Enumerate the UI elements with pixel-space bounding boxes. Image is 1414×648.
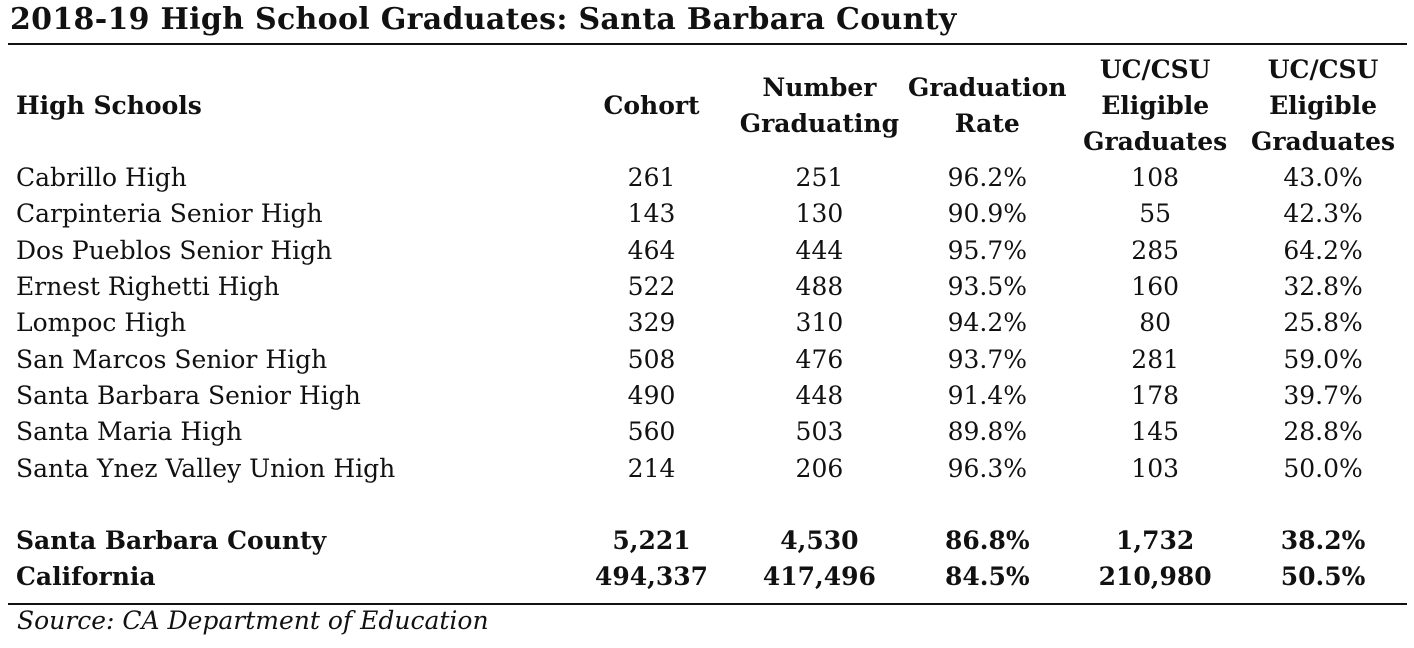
- table-row: Dos Pueblos Senior High 464 444 95.7% 285 64.…: [8, 233, 1407, 269]
- uc-csu-eligible-cell: 178: [1131, 380, 1180, 410]
- table-row: Ernest Righetti High 522 488 93.5% 160 32.8%: [8, 269, 1407, 305]
- cohort-cell: 508: [627, 344, 676, 374]
- uc-csu-eligible-cell: 281: [1131, 344, 1180, 374]
- graduation-rate-cell: 84.5%: [944, 561, 1030, 591]
- graduation-rate-cell: 93.7%: [947, 344, 1027, 374]
- summary-row: Santa Barbara County 5,221 4,530 86.8% 1,732…: [8, 523, 1407, 559]
- cohort-cell: 464: [627, 235, 676, 265]
- cohort-cell: 522: [627, 272, 676, 302]
- table-row: Carpinteria Senior High 143 130 90.9% 55 42.3…: [8, 196, 1407, 232]
- uc-csu-eligible-cell: 108: [1131, 163, 1180, 193]
- column-header-number-graduating: Number Graduating: [739, 73, 900, 138]
- cohort-cell: 261: [627, 163, 676, 193]
- table-row: Lompoc High 329 310 94.2% 80 25.8%: [8, 305, 1407, 341]
- uc-csu-eligible-percent-cell: 59.0%: [1283, 344, 1363, 374]
- uc-csu-eligible-percent-cell: 50.0%: [1283, 453, 1363, 483]
- graduation-rate-cell: 86.8%: [944, 525, 1030, 555]
- number-graduating-cell: 251: [795, 163, 844, 193]
- table-title: 2018-19 High School Graduates: Santa Bar…: [10, 2, 957, 37]
- header-row: High Schools Cohort Number Graduating Gra…: [8, 52, 1407, 160]
- spacer-cell: [8, 487, 1407, 523]
- school-name-cell: Carpinteria Senior High: [16, 199, 323, 229]
- school-name-cell: Santa Barbara Senior High: [16, 380, 361, 410]
- uc-csu-eligible-cell: 285: [1131, 235, 1180, 265]
- cohort-cell: 329: [627, 308, 676, 338]
- number-graduating-cell: 444: [795, 235, 844, 265]
- column-header-uc-csu-eligible-graduates-percent: UC/CSU Eligible Graduates: [1250, 55, 1396, 156]
- column-header-graduation-rate: Graduation Rate: [908, 73, 1067, 138]
- graduation-rate-cell: 89.8%: [947, 417, 1027, 447]
- uc-csu-eligible-cell: 1,732: [1116, 525, 1195, 555]
- school-name-cell: Santa Barbara County: [16, 525, 327, 555]
- number-graduating-cell: 206: [795, 453, 844, 483]
- school-name-cell: Lompoc High: [16, 308, 187, 338]
- uc-csu-eligible-cell: 80: [1139, 308, 1172, 338]
- spacer-row: [8, 487, 1407, 523]
- cohort-cell: 560: [627, 417, 676, 447]
- bottom-rule: [8, 603, 1407, 605]
- number-graduating-cell: 310: [795, 308, 844, 338]
- number-graduating-cell: 476: [795, 344, 844, 374]
- number-graduating-cell: 503: [795, 417, 844, 447]
- uc-csu-eligible-percent-cell: 64.2%: [1283, 235, 1363, 265]
- uc-csu-eligible-cell: 103: [1131, 453, 1180, 483]
- graduates-table: High Schools Cohort Number Graduating Gra…: [8, 52, 1407, 595]
- uc-csu-eligible-cell: 160: [1131, 272, 1180, 302]
- graduation-rate-cell: 93.5%: [947, 272, 1027, 302]
- uc-csu-eligible-percent-cell: 28.8%: [1283, 417, 1363, 447]
- school-name-cell: California: [16, 561, 156, 591]
- number-graduating-cell: 417,496: [762, 561, 876, 591]
- number-graduating-cell: 4,530: [780, 525, 859, 555]
- graduation-rate-cell: 96.2%: [947, 163, 1027, 193]
- school-name-cell: Ernest Righetti High: [16, 272, 280, 302]
- uc-csu-eligible-cell: 55: [1139, 199, 1172, 229]
- school-name-cell: San Marcos Senior High: [16, 344, 328, 374]
- top-rule: [8, 43, 1407, 45]
- graduation-rate-cell: 95.7%: [947, 235, 1027, 265]
- uc-csu-eligible-percent-cell: 32.8%: [1283, 272, 1363, 302]
- uc-csu-eligible-percent-cell: 42.3%: [1283, 199, 1363, 229]
- graduation-rate-cell: 96.3%: [947, 453, 1027, 483]
- column-header-uc-csu-eligible-graduates: UC/CSU Eligible Graduates: [1083, 55, 1228, 156]
- school-name-cell: Dos Pueblos Senior High: [16, 235, 333, 265]
- uc-csu-eligible-cell: 210,980: [1098, 561, 1212, 591]
- number-graduating-cell: 130: [795, 199, 844, 229]
- table-row: Santa Ynez Valley Union High 214 206 96.3% 1…: [8, 450, 1407, 486]
- column-header-high-schools: High Schools: [16, 91, 202, 120]
- summary-row: California 494,337 417,496 84.5% 210,980 50.5…: [8, 559, 1407, 595]
- table-row: Cabrillo High 261 251 96.2% 108 43.0%: [8, 160, 1407, 196]
- uc-csu-eligible-percent-cell: 50.5%: [1280, 561, 1366, 591]
- graduation-rate-cell: 91.4%: [947, 380, 1027, 410]
- cohort-cell: 143: [627, 199, 676, 229]
- uc-csu-eligible-percent-cell: 38.2%: [1280, 525, 1366, 555]
- uc-csu-eligible-percent-cell: 25.8%: [1283, 308, 1363, 338]
- cohort-cell: 490: [627, 380, 676, 410]
- graduation-rate-cell: 94.2%: [947, 308, 1027, 338]
- uc-csu-eligible-percent-cell: 39.7%: [1283, 380, 1363, 410]
- cohort-cell: 214: [627, 453, 676, 483]
- table-row: Santa Maria High 560 503 89.8% 145 28.8%: [8, 414, 1407, 450]
- column-header-cohort: Cohort: [603, 91, 700, 120]
- table-row: Santa Barbara Senior High 490 448 91.4% 178 3…: [8, 378, 1407, 414]
- table-row: San Marcos Senior High 508 476 93.7% 281 59.0…: [8, 341, 1407, 377]
- uc-csu-eligible-percent-cell: 43.0%: [1283, 163, 1363, 193]
- cohort-cell: 5,221: [612, 525, 691, 555]
- source-note: Source: CA Department of Education: [17, 606, 489, 635]
- number-graduating-cell: 448: [795, 380, 844, 410]
- school-name-cell: Santa Ynez Valley Union High: [16, 453, 396, 483]
- number-graduating-cell: 488: [795, 272, 844, 302]
- school-name-cell: Santa Maria High: [16, 417, 243, 447]
- cohort-cell: 494,337: [594, 561, 709, 591]
- school-name-cell: Cabrillo High: [16, 163, 187, 193]
- graduation-rate-cell: 90.9%: [947, 199, 1027, 229]
- uc-csu-eligible-cell: 145: [1131, 417, 1180, 447]
